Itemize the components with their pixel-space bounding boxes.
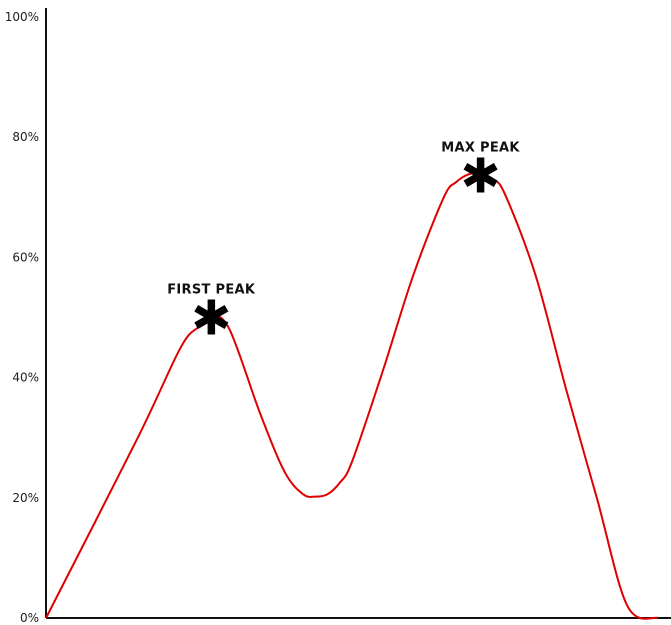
peak-marker: ✱ <box>460 148 500 204</box>
y-tick-label: 100% <box>5 10 39 24</box>
y-tick-label: 0% <box>20 611 39 625</box>
peak-annotations: ✱FIRST PEAK✱MAX PEAK <box>167 140 520 346</box>
peak-marker: ✱ <box>191 291 231 347</box>
peak-label: MAX PEAK <box>441 140 520 155</box>
y-tick-label: 40% <box>12 371 39 385</box>
y-tick-label: 20% <box>12 491 39 505</box>
peak-label: FIRST PEAK <box>167 283 256 298</box>
series-line <box>45 171 659 620</box>
y-tick-label: 80% <box>12 130 39 144</box>
y-tick-labels: 0% 20% 40% 60% 80% 100% <box>5 10 39 625</box>
y-tick-label: 60% <box>12 250 39 264</box>
